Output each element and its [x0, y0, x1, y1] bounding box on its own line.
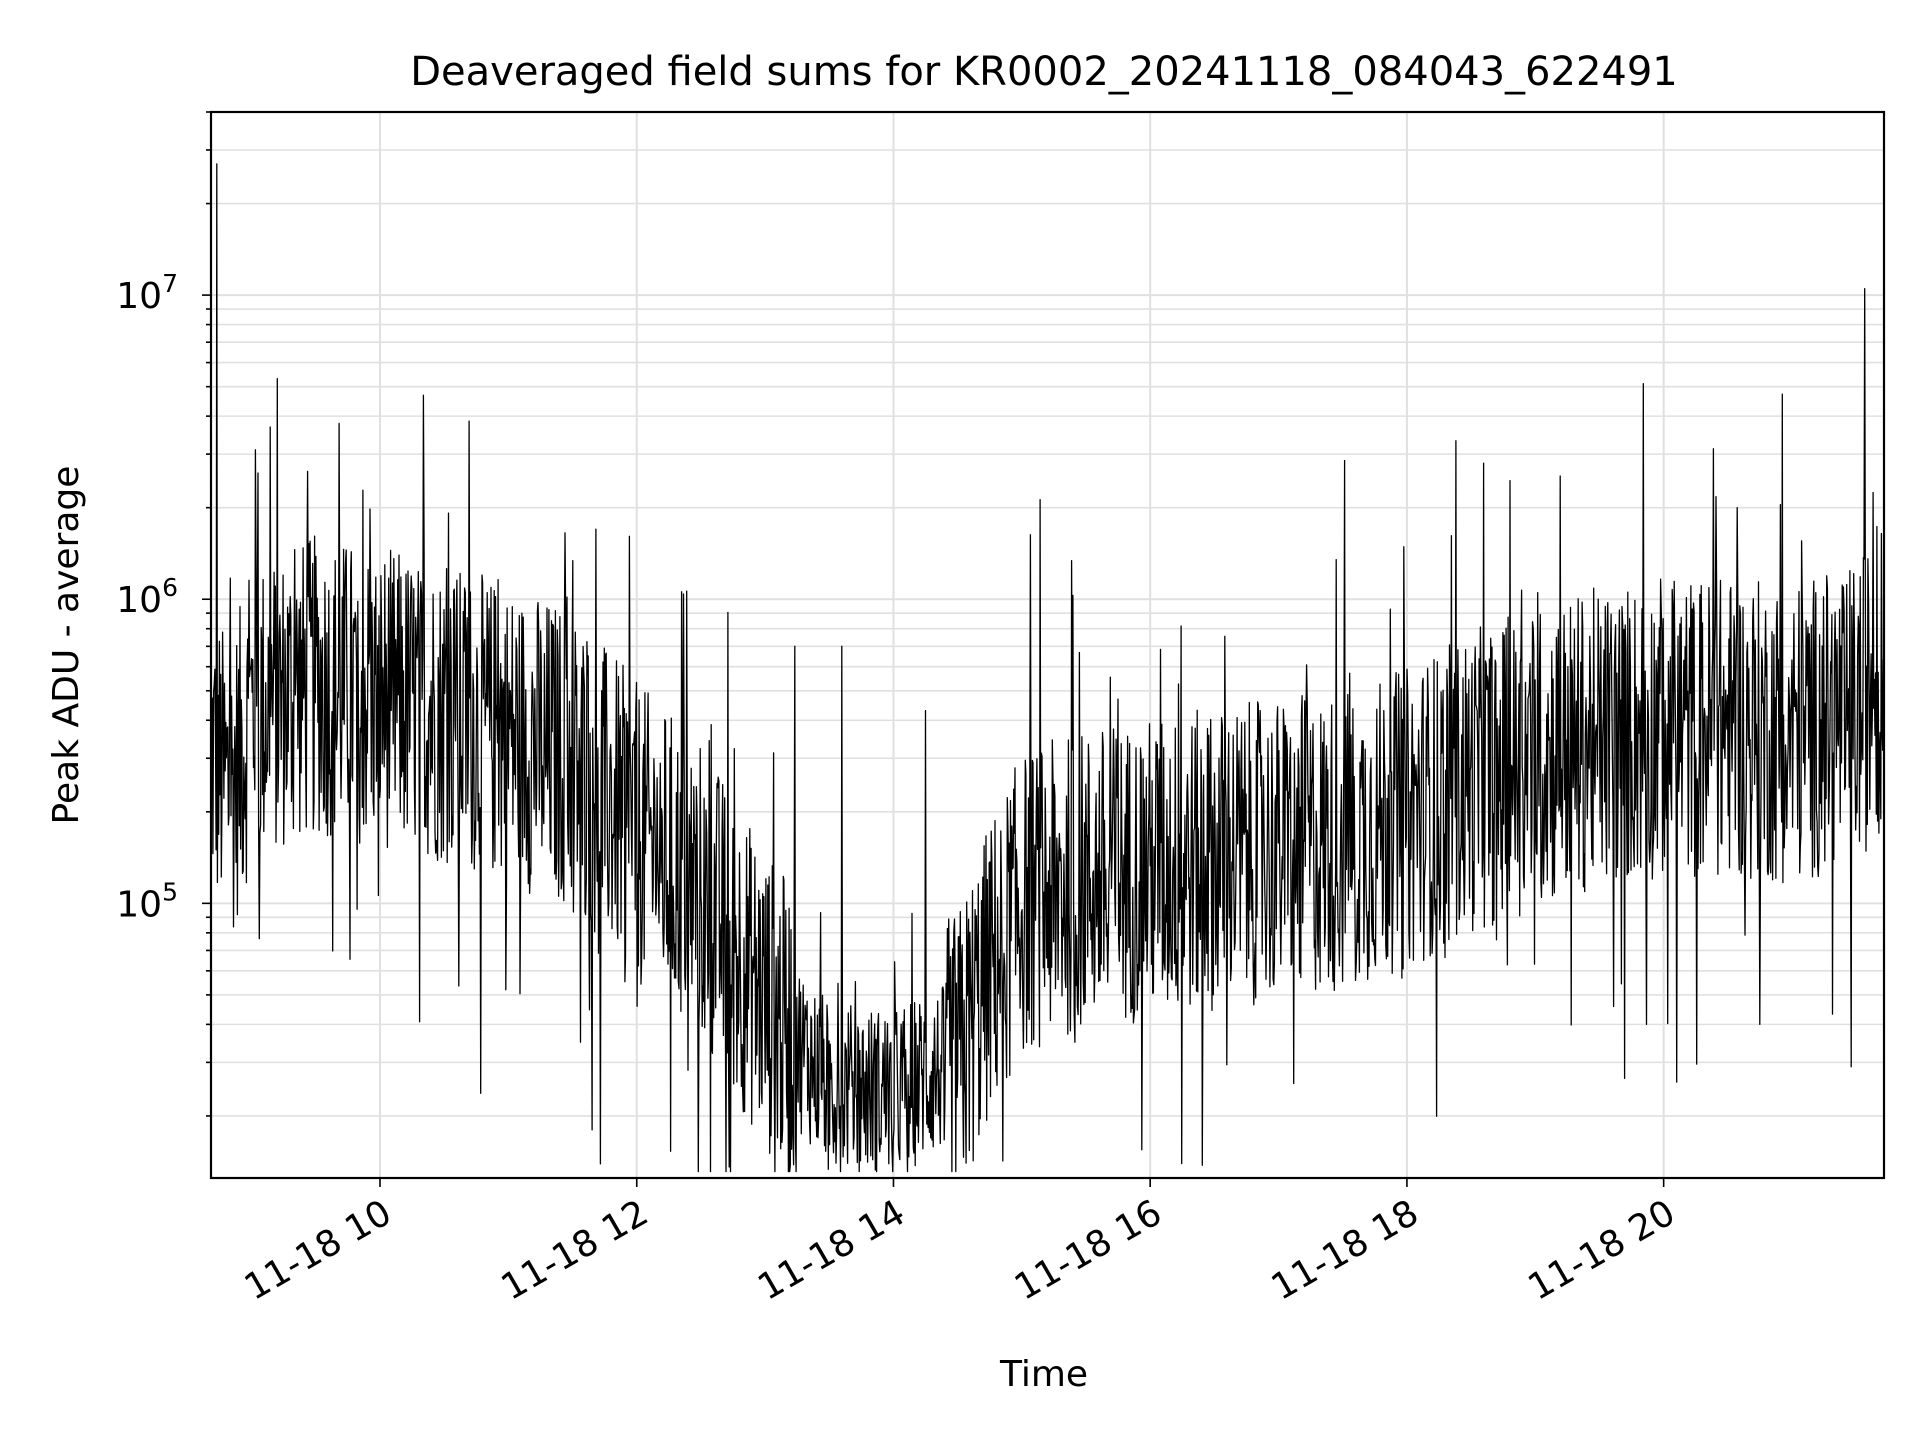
y-tick-label: 107 — [116, 269, 178, 317]
y-axis-label: Peak ADU - average — [46, 466, 87, 825]
x-axis-label: Time — [999, 1354, 1088, 1395]
chart-title: Deaveraged field sums for KR0002_2024111… — [410, 49, 1678, 95]
plot-area — [211, 163, 1884, 1173]
y-axis: 105 106 107 — [116, 111, 211, 1117]
y-tick-label: 105 — [116, 877, 178, 925]
series-line — [211, 163, 1884, 1173]
y-tick-label: 106 — [116, 573, 178, 621]
plot-frame — [209, 110, 1886, 1180]
